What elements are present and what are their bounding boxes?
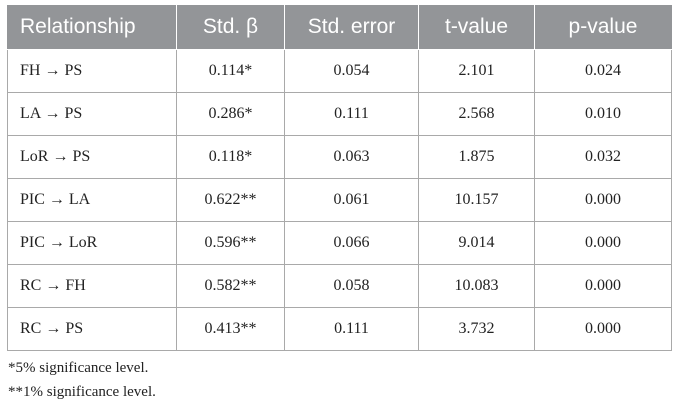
table-cell: 0.000 — [534, 307, 672, 351]
table-cell: 0.582** — [176, 264, 285, 308]
table-cell: 0.000 — [534, 221, 672, 265]
table-cell: 0.622** — [176, 178, 285, 222]
table-cell: RC → FH — [7, 264, 177, 308]
table-cell: 0.066 — [284, 221, 419, 265]
table-row: LA → PS 0.286* 0.111 2.568 0.010 — [7, 92, 672, 136]
table-cell: 0.061 — [284, 178, 419, 222]
header-cell: Relationship — [7, 5, 177, 50]
results-table: Relationship Std. β Std. error t-value p-val… — [7, 5, 672, 351]
table-cell: 2.568 — [418, 92, 535, 136]
table-row: FH → PS 0.114* 0.054 2.101 0.024 — [7, 49, 672, 93]
table-cell: 2.101 — [418, 49, 535, 93]
table-cell: 0.024 — [534, 49, 672, 93]
header-cell: t-value — [418, 5, 535, 50]
table-cell: 0.032 — [534, 135, 672, 179]
table-cell: 0.058 — [284, 264, 419, 308]
header-cell: Std. error — [284, 5, 419, 50]
table-body: FH → PS 0.114* 0.054 2.101 0.024 LA → PS 0.286… — [7, 49, 672, 351]
table-row: PIC → LoR 0.596** 0.066 9.014 0.000 — [7, 221, 672, 265]
header-row: Relationship Std. β Std. error t-value p-val… — [7, 5, 672, 50]
table-cell: PIC → LA — [7, 178, 177, 222]
footnote: **1% significance level. — [8, 384, 156, 400]
footnote: *5% significance level. — [8, 360, 149, 376]
table-cell: 0.111 — [284, 92, 419, 136]
table-cell: 0.010 — [534, 92, 672, 136]
table-cell: 0.000 — [534, 178, 672, 222]
table-cell: 0.286* — [176, 92, 285, 136]
table-cell: 0.118* — [176, 135, 285, 179]
table-cell: FH → PS — [7, 49, 177, 93]
table-row: RC → PS 0.413** 0.111 3.732 0.000 — [7, 307, 672, 351]
table-cell: LoR → PS — [7, 135, 177, 179]
table-cell: RC → PS — [7, 307, 177, 351]
table-cell: 0.111 — [284, 307, 419, 351]
table-cell: PIC → LoR — [7, 221, 177, 265]
table-cell: 0.596** — [176, 221, 285, 265]
header-cell: Std. β — [176, 5, 285, 50]
table-row: PIC → LA 0.622** 0.061 10.157 0.000 — [7, 178, 672, 222]
table-cell: 0.413** — [176, 307, 285, 351]
table-cell: 9.014 — [418, 221, 535, 265]
table-cell: 3.732 — [418, 307, 535, 351]
table-cell: 1.875 — [418, 135, 535, 179]
table-cell: 0.114* — [176, 49, 285, 93]
table-cell: 10.157 — [418, 178, 535, 222]
table-row: RC → FH 0.582** 0.058 10.083 0.000 — [7, 264, 672, 308]
table-cell: 0.054 — [284, 49, 419, 93]
table-cell: LA → PS — [7, 92, 177, 136]
header-cell: p-value — [534, 5, 672, 50]
table-cell: 0.063 — [284, 135, 419, 179]
table-cell: 10.083 — [418, 264, 535, 308]
table-cell: 0.000 — [534, 264, 672, 308]
table-row: LoR → PS 0.118* 0.063 1.875 0.032 — [7, 135, 672, 179]
